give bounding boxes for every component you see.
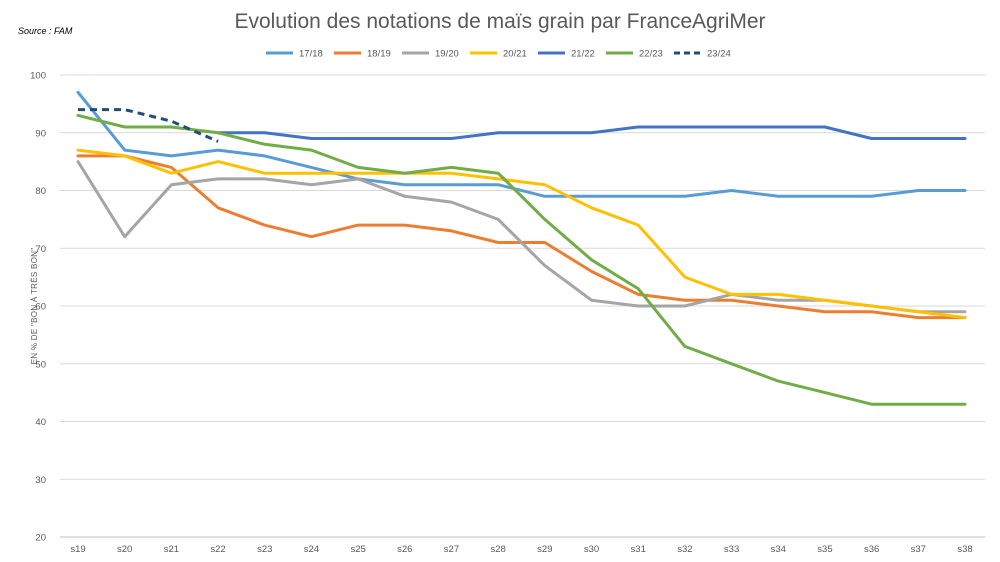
y-tick-label: 60: [35, 302, 46, 313]
x-tick-label: s27: [444, 544, 459, 555]
legend-label: 23/24: [707, 49, 731, 60]
series-line-22-23: [76, 113, 967, 406]
y-tick-label: 30: [35, 475, 46, 486]
legend-label: 20/21: [503, 49, 527, 60]
x-tick-label: s25: [350, 544, 365, 555]
y-tick-label: 20: [35, 533, 46, 544]
series-line-17-18: [76, 90, 967, 198]
x-tick-label: s21: [164, 544, 179, 555]
source-note: Source : FAM: [18, 26, 73, 36]
x-tick-label: s31: [631, 544, 646, 555]
x-tick-label: s33: [724, 544, 739, 555]
x-tick-label: s28: [490, 544, 505, 555]
x-tick-label: s35: [817, 544, 832, 555]
y-tick-label: 70: [35, 244, 46, 255]
y-tick-label: 100: [30, 71, 46, 82]
x-tick-label: s37: [911, 544, 926, 555]
y-tick-label: 90: [35, 128, 46, 139]
y-tick-label: 40: [35, 417, 46, 428]
x-tick-label: s36: [864, 544, 879, 555]
y-tick-label: 80: [35, 186, 46, 197]
y-axis-ticks: 20 30 40 50 60 70 80 90 100: [30, 71, 46, 544]
x-tick-label: s24: [304, 544, 319, 555]
x-tick-label: s29: [537, 544, 552, 555]
y-axis-label: EN % DE "BON À TRÈS BON": [30, 248, 39, 365]
x-axis-ticks: s19 s20 s21 s22 s23 s24 s25 s26 s27 s28 s29 s30 s31 s…: [70, 544, 972, 555]
x-tick-label: s34: [771, 544, 786, 555]
legend-label: 21/22: [571, 49, 595, 60]
series-line-21-22: [216, 125, 967, 140]
x-tick-label: s26: [397, 544, 412, 555]
y-tick-label: 50: [35, 359, 46, 370]
x-tick-label: s32: [677, 544, 692, 555]
x-tick-label: s30: [584, 544, 599, 555]
x-tick-label: s38: [957, 544, 972, 555]
legend-label: 22/23: [639, 49, 663, 60]
x-tick-label: s22: [210, 544, 225, 555]
legend-label: 17/18: [299, 49, 323, 60]
x-tick-label: s23: [257, 544, 272, 555]
x-tick-label: s20: [117, 544, 132, 555]
series-line-20-21: [76, 148, 967, 320]
x-tick-label: s19: [70, 544, 85, 555]
series-line-23-24: [78, 108, 219, 143]
legend-label: 18/19: [367, 49, 391, 60]
chart-title: Evolution des notations de maïs grain pa…: [234, 10, 765, 33]
series-lines: [76, 90, 967, 406]
legend: 17/18 18/19 19/20 20/21 21/22 22/23 23/24: [266, 49, 731, 60]
legend-label: 19/20: [435, 49, 459, 60]
